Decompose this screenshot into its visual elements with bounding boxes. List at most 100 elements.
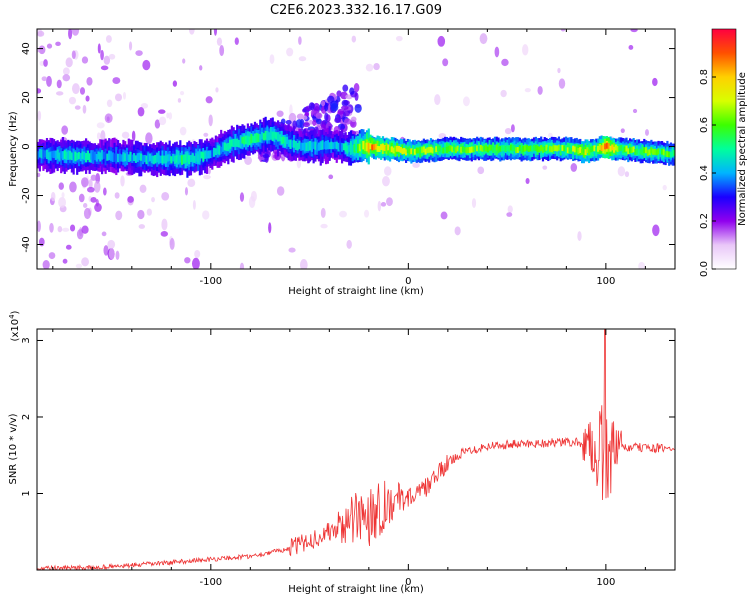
snr-y-scale-suffix: ) bbox=[10, 310, 21, 314]
heatmap-ridge-cell bbox=[42, 149, 45, 160]
heatmap-ridge-cell bbox=[602, 145, 605, 152]
heatmap-ridge-cell bbox=[116, 153, 120, 163]
heatmap-ridge-cell bbox=[497, 146, 500, 153]
heatmap-ridge-cell bbox=[486, 146, 489, 153]
heatmap-ridge-cell bbox=[200, 151, 203, 159]
heatmap-ridge-cell bbox=[380, 144, 383, 151]
heatmap-ridge-cell bbox=[221, 142, 225, 152]
heatmap-noise-cell bbox=[506, 212, 513, 217]
heatmap-ridge-cell bbox=[317, 142, 321, 151]
heatmap-ridge-cell bbox=[120, 154, 123, 162]
heatmap-ridge-cell bbox=[216, 145, 219, 155]
heatmap-ridge-cell bbox=[392, 147, 395, 154]
heatmap-ridge-cell bbox=[424, 148, 427, 155]
heatmap-noise-cell bbox=[81, 177, 89, 188]
heatmap-noise-cell bbox=[137, 106, 145, 117]
heatmap-noise-cell bbox=[74, 105, 81, 110]
heatmap-ridge-cell bbox=[529, 145, 532, 152]
heatmap-noise-cell bbox=[146, 208, 152, 216]
snr-y-scale-exponent: 4 bbox=[8, 314, 16, 319]
heatmap-noise-cell bbox=[37, 172, 41, 178]
heatmap-noise-cell bbox=[192, 200, 196, 210]
heatmap-ridge-cell bbox=[342, 143, 345, 151]
heatmap-ridge-cell bbox=[180, 155, 184, 165]
heatmap-ridge-cell bbox=[595, 146, 598, 153]
heatmap-noise-cell bbox=[437, 35, 446, 47]
heatmap-ridge-cell bbox=[51, 150, 54, 158]
heatmap-noise-cell bbox=[94, 203, 102, 212]
heatmap-ridge-cell bbox=[468, 146, 472, 153]
heatmap-ridge-cell bbox=[84, 153, 88, 163]
heatmap-ridge-cell bbox=[577, 148, 580, 154]
heatmap-noise-cell bbox=[46, 43, 53, 49]
colorbar-tick-label: 0.4 bbox=[699, 165, 710, 181]
heatmap-noise-cell bbox=[105, 35, 112, 43]
heatmap-ridge-cell bbox=[372, 144, 376, 151]
heatmap-noise-cell bbox=[382, 176, 390, 187]
heatmap-ridge-cell bbox=[559, 145, 562, 151]
heatmap-noise-cell bbox=[142, 59, 151, 71]
heatmap-ridge-cell bbox=[68, 150, 72, 160]
heatmap-ridge-cell bbox=[175, 155, 178, 163]
heatmap-ridge-cell bbox=[58, 152, 61, 161]
y-tick-label: -40 bbox=[21, 236, 32, 252]
snr-x-ticks: -100 0 100 bbox=[52, 329, 646, 588]
heatmap-noise-cell bbox=[244, 156, 252, 165]
heatmap-ridge-cell bbox=[474, 145, 477, 151]
heatmap-noise-cell bbox=[83, 207, 91, 220]
heatmap-ridge-cell bbox=[563, 145, 566, 152]
heatmap-turbulent-cell bbox=[354, 104, 362, 113]
heatmap-ridge-cell bbox=[316, 144, 319, 152]
heatmap-ridge-cell bbox=[282, 136, 285, 144]
heatmap-ridge-cell bbox=[456, 145, 459, 152]
heatmap-noise-cell bbox=[207, 167, 211, 175]
heatmap-noise-cell bbox=[139, 184, 147, 193]
heatmap-ridge-cell bbox=[285, 136, 289, 145]
heatmap-ridge-cell bbox=[163, 155, 166, 164]
x-tick-label: -100 bbox=[199, 577, 222, 588]
heatmap-ridge-cell bbox=[150, 155, 153, 164]
heatmap-ridge-cell bbox=[99, 152, 102, 162]
snr-y-scale-label: (x104) bbox=[8, 310, 21, 341]
heatmap-noise-cell bbox=[286, 47, 294, 57]
heatmap-noise-cell bbox=[182, 58, 186, 64]
heatmap-noise-cell bbox=[103, 55, 111, 65]
heatmap-ridge-cell bbox=[170, 156, 173, 164]
heatmap-ridge-cell bbox=[243, 136, 246, 145]
colorbar-tick-label: 0.2 bbox=[699, 213, 710, 229]
heatmap-noise-cell bbox=[328, 174, 334, 180]
heatmap-ridge-cell bbox=[374, 143, 377, 150]
heatmap-ridge-cell bbox=[102, 151, 105, 159]
heatmap-turbulent-cell bbox=[320, 124, 327, 131]
heatmap-ridge-cell bbox=[115, 152, 118, 162]
heatmap-ridge-cell bbox=[92, 152, 95, 162]
heatmap-noise-cell bbox=[462, 96, 470, 107]
heatmap-ridge-cell bbox=[650, 147, 653, 154]
heatmap-noise-cell bbox=[199, 65, 203, 71]
heatmap-noise-cell bbox=[213, 29, 218, 36]
heatmap-ridge-cell bbox=[337, 142, 340, 152]
heatmap-noise-cell bbox=[135, 50, 143, 56]
heatmap-ridge-cell bbox=[305, 142, 308, 152]
heatmap-noise-cell bbox=[86, 76, 93, 86]
heatmap-ridge-cell bbox=[397, 145, 401, 152]
heatmap-ridge-cell bbox=[636, 148, 639, 155]
heatmap-ridge-cell bbox=[614, 144, 617, 151]
heatmap-noise-cell bbox=[248, 196, 256, 209]
heatmap-ridge-cell bbox=[367, 142, 370, 153]
heatmap-ridge-cell bbox=[218, 145, 221, 155]
heatmap-noise-cell bbox=[215, 87, 219, 93]
heatmap-ridge-cell bbox=[611, 144, 614, 151]
heatmap-ridge-cell bbox=[291, 140, 294, 148]
heatmap-noise-cell bbox=[166, 112, 170, 119]
heatmap-ridge-cell bbox=[61, 151, 65, 161]
heatmap-ridge-cell bbox=[470, 146, 473, 153]
heatmap-ridge-cell bbox=[257, 133, 260, 143]
heatmap-ridge-cell bbox=[504, 146, 507, 152]
heatmap-ridge-cell bbox=[451, 146, 454, 153]
heatmap-ridge-cell bbox=[154, 154, 157, 164]
heatmap-ridge-cell bbox=[540, 145, 543, 151]
heatmap-noise-cell bbox=[194, 249, 201, 259]
heatmap-ridge-cell bbox=[573, 146, 577, 153]
heatmap-ridge-cell bbox=[575, 146, 578, 153]
